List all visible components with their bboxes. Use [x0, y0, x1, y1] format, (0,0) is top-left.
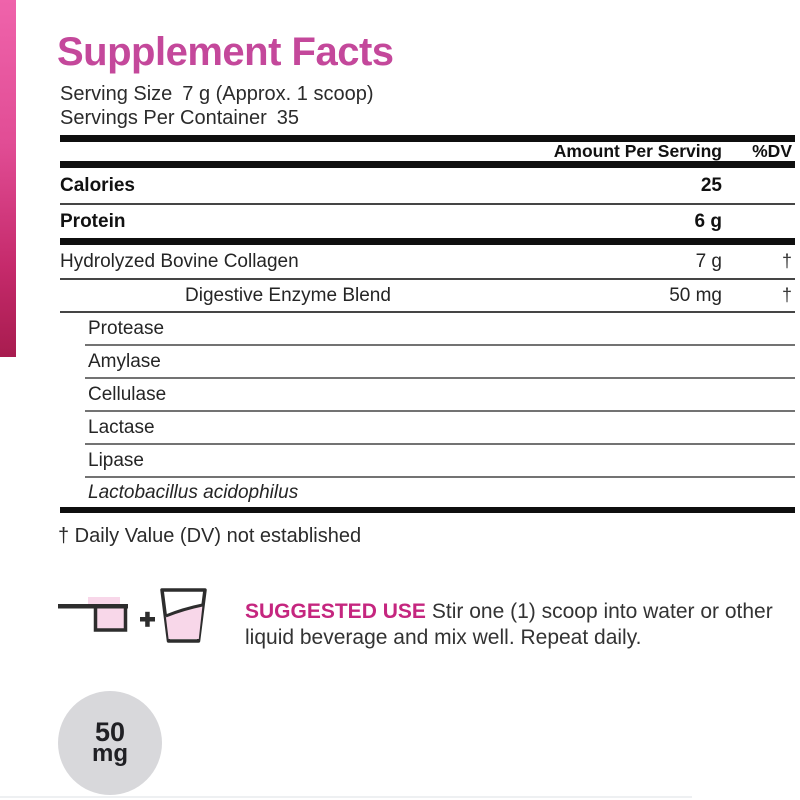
- divider-thick-under-header: [60, 161, 795, 168]
- row-amount: 6 g: [694, 210, 722, 232]
- row-amount: 50 mg: [669, 284, 722, 306]
- serving-size-line: Serving Size 7 g (Approx. 1 scoop): [60, 83, 374, 107]
- row-name: Protein: [60, 210, 126, 232]
- suggested-use-text: SUGGESTED USE Stir one (1) scoop into wat…: [245, 599, 780, 650]
- measuring-scoop-icon: [58, 597, 128, 632]
- row-amount: 7 g: [695, 250, 722, 272]
- table-row-collagen: Hydrolyzed Bovine Collagen 7 g †: [60, 245, 795, 280]
- servings-per-container-line: Servings Per Container 35: [60, 107, 374, 131]
- row-dv: †: [781, 285, 792, 305]
- dosage-value: 50: [94, 717, 126, 747]
- scoop-plus-glass-graphic: [58, 588, 207, 643]
- row-name: Lactobacillus acidophilus: [88, 481, 299, 503]
- glass-icon: [160, 588, 207, 643]
- dosage-badge: 50 mg: [58, 691, 162, 795]
- servings-per-container-value: 35: [276, 106, 300, 129]
- divider-thick-bottom: [60, 507, 795, 513]
- supplement-facts-table: Amount Per Serving %DV Calories 25 Prote…: [60, 135, 795, 513]
- row-name: Cellulase: [88, 383, 167, 405]
- table-row-amylase: Amylase: [85, 346, 795, 379]
- table-row-protein: Protein 6 g: [60, 205, 795, 238]
- row-amount: 25: [700, 174, 722, 196]
- row-dv: †: [781, 251, 792, 271]
- row-name: Lipase: [88, 449, 144, 471]
- table-row-lactase: Lactase: [85, 412, 795, 445]
- row-name: Calories: [60, 174, 135, 196]
- servings-per-container-label: Servings Per Container: [60, 106, 267, 129]
- plus-icon: [140, 611, 155, 627]
- suggested-use-body: Stir one (1) scoop into water or other l…: [245, 600, 773, 649]
- suggested-use-icons: [55, 583, 215, 653]
- table-row-lactobacillus: Lactobacillus acidophilus: [85, 478, 795, 507]
- divider-thick-top: [60, 135, 795, 142]
- table-row-protease: Protease: [85, 313, 795, 346]
- row-name: Digestive Enzyme Blend: [185, 284, 391, 306]
- table-row-enzyme-blend: Digestive Enzyme Blend 50 mg †: [60, 280, 795, 313]
- serving-info: Serving Size 7 g (Approx. 1 scoop) Servin…: [60, 83, 374, 130]
- accent-side-bar: [0, 0, 16, 357]
- serving-size-value: 7 g (Approx. 1 scoop): [182, 83, 374, 105]
- row-name: Lactase: [88, 416, 155, 438]
- table-row-calories: Calories 25: [60, 168, 795, 205]
- divider-thick-mid: [60, 238, 795, 245]
- amount-per-serving-header: Amount Per Serving: [553, 141, 722, 161]
- dv-footnote: † Daily Value (DV) not established: [58, 525, 362, 547]
- row-name: Amylase: [88, 350, 161, 372]
- table-header-row: Amount Per Serving %DV: [60, 141, 795, 161]
- page-title: Supplement Facts: [57, 30, 394, 74]
- percent-dv-header: %DV: [752, 141, 792, 161]
- suggested-use-label: SUGGESTED USE: [245, 600, 426, 623]
- bottom-edge-line: [0, 796, 692, 798]
- dosage-unit: mg: [92, 740, 128, 767]
- serving-size-label: Serving Size: [60, 83, 173, 105]
- row-name: Protease: [88, 317, 165, 339]
- table-row-lipase: Lipase: [85, 445, 795, 478]
- table-row-cellulase: Cellulase: [85, 379, 795, 412]
- row-name: Hydrolyzed Bovine Collagen: [60, 250, 299, 272]
